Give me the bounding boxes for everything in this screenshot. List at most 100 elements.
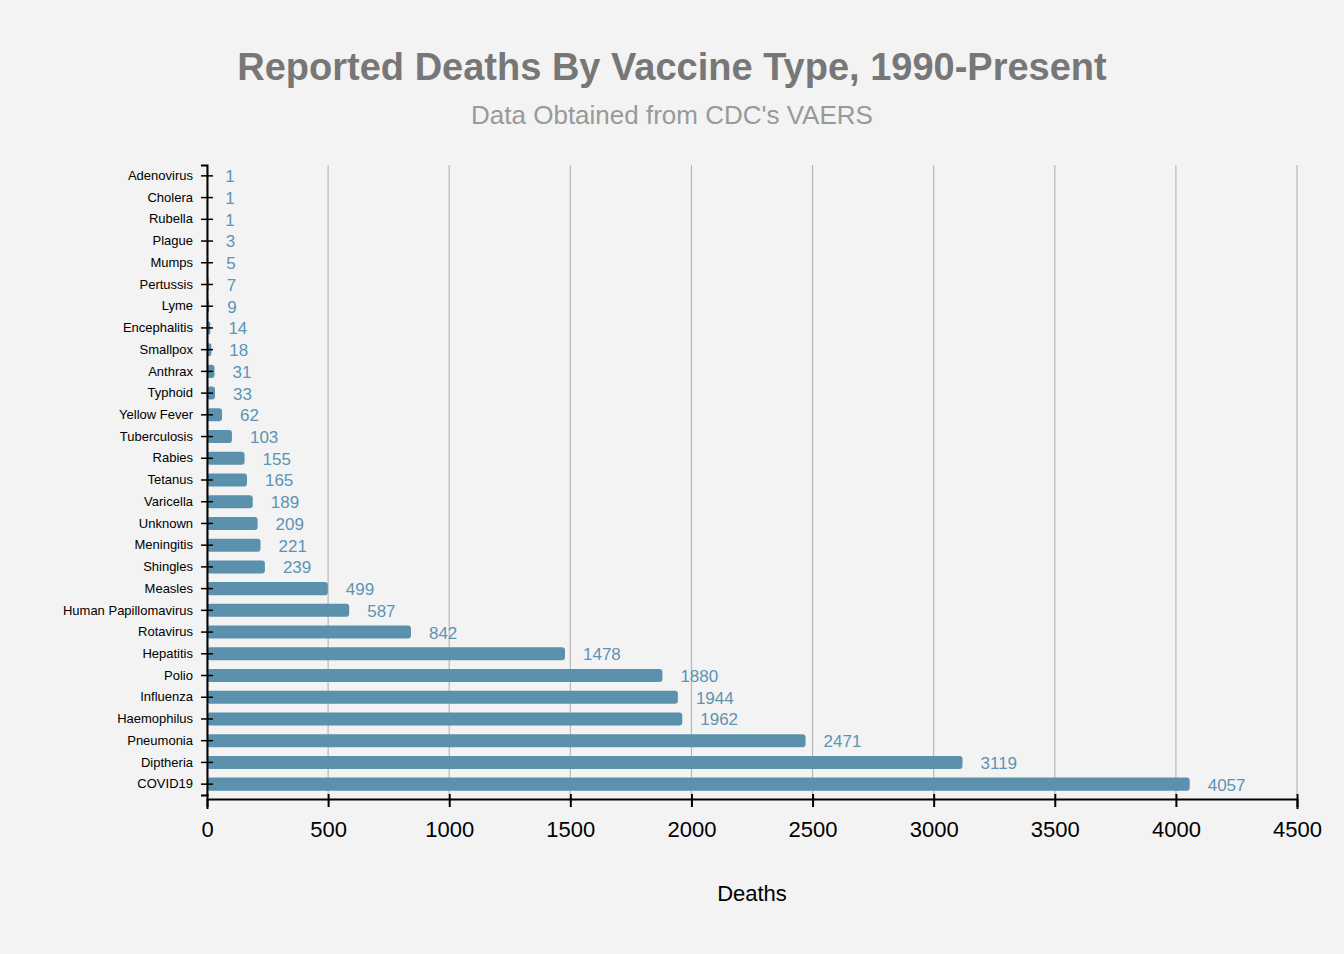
- x-tick-mark: [691, 794, 693, 807]
- data-label: 189: [271, 493, 299, 512]
- data-label: 3: [226, 232, 235, 251]
- y-tick-label: Varicella: [144, 494, 194, 509]
- y-tick-label: Lyme: [162, 298, 193, 313]
- x-tick: 1000: [425, 794, 474, 842]
- bar: [207, 669, 662, 682]
- x-tick: 4000: [1152, 794, 1201, 842]
- y-tick: Hepatitis: [142, 646, 213, 661]
- y-tick: Cholera: [147, 190, 213, 205]
- bar: [207, 560, 265, 573]
- y-tick: COVID19: [137, 776, 213, 791]
- y-tick-mark: [201, 762, 213, 764]
- y-tick-label: Typhoid: [147, 385, 193, 400]
- data-label: 1: [225, 211, 234, 230]
- x-tick-label: 4000: [1152, 817, 1201, 842]
- y-tick-mark: [201, 479, 213, 481]
- x-tick-mark: [570, 794, 572, 807]
- data-label: 1962: [700, 710, 738, 729]
- y-tick-label: Hepatitis: [142, 646, 193, 661]
- title: Reported Deaths By Vaccine Type, 1990-Pr…: [237, 46, 1107, 88]
- y-tick: Typhoid: [147, 385, 213, 400]
- y-tick-label: Unknown: [139, 516, 193, 531]
- grid-line: [691, 165, 692, 795]
- y-tick-label: Encephalitis: [123, 320, 194, 335]
- x-tick: 2000: [667, 794, 716, 842]
- y-tick-mark: [201, 740, 213, 742]
- data-label: 1944: [696, 689, 734, 708]
- y-tick-mark: [201, 284, 213, 286]
- data-label: 587: [367, 602, 395, 621]
- grid-line: [933, 165, 934, 795]
- bar: [207, 778, 1190, 791]
- y-tick: Plague: [153, 233, 213, 248]
- data-label: 155: [263, 450, 291, 469]
- y-tick-label: Cholera: [147, 190, 193, 205]
- x-tick-label: 3500: [1031, 817, 1080, 842]
- y-tick-mark: [201, 718, 213, 720]
- chart: Reported Deaths By Vaccine Type, 1990-Pr…: [0, 0, 1344, 954]
- y-tick-mark: [201, 240, 213, 242]
- y-tick-mark: [201, 436, 213, 438]
- bar: [207, 604, 349, 617]
- y-tick-mark: [201, 371, 213, 373]
- y-tick: Rubella: [149, 211, 213, 226]
- y-tick: Haemophilus: [117, 711, 213, 726]
- x-tick: 3000: [910, 794, 959, 842]
- y-tick-label: Rabies: [153, 450, 194, 465]
- x-tick: 4500: [1273, 794, 1322, 842]
- y-tick: Rabies: [153, 450, 213, 465]
- y-tick-label: Shingles: [143, 559, 193, 574]
- y-tick-label: Plague: [153, 233, 193, 248]
- x-tick-label: 3000: [910, 817, 959, 842]
- y-tick-label: Mumps: [150, 255, 193, 270]
- y-tick-mark: [201, 544, 213, 546]
- y-tick-label: Smallpox: [140, 342, 194, 357]
- x-axis-line: [208, 800, 1298, 810]
- grid: [207, 165, 1297, 795]
- y-tick-label: Human Papillomavirus: [63, 603, 194, 618]
- bar: [207, 647, 565, 660]
- y-tick: Measles: [145, 581, 213, 596]
- data-label: 209: [276, 515, 304, 534]
- y-tick-label: Tuberculosis: [120, 429, 194, 444]
- bars: [207, 169, 1190, 790]
- y-tick-mark: [201, 262, 213, 264]
- y-tick-mark: [201, 349, 213, 351]
- bar: [207, 539, 261, 552]
- y-tick-mark: [201, 197, 213, 199]
- y-tick-label: Tetanus: [147, 472, 193, 487]
- y-tick-label: Pneumonia: [127, 733, 194, 748]
- y-tick: Pneumonia: [127, 733, 213, 748]
- x-axis: 050010001500200025003000350040004500: [201, 794, 1322, 842]
- x-tick-label: 2000: [667, 817, 716, 842]
- background: [0, 0, 1344, 954]
- y-tick: Encephalitis: [123, 320, 213, 335]
- data-label: 165: [265, 471, 293, 490]
- bar: [207, 626, 411, 639]
- y-tick: Rotavirus: [138, 624, 213, 639]
- x-tick-label: 1000: [425, 817, 474, 842]
- x-tick-label: 2500: [789, 817, 838, 842]
- data-label: 4057: [1208, 776, 1246, 795]
- y-tick-label: Pertussis: [140, 277, 194, 292]
- data-label: 33: [233, 385, 252, 404]
- y-tick: Human Papillomavirus: [63, 603, 213, 618]
- x-tick-label: 4500: [1273, 817, 1322, 842]
- data-label: 9: [227, 298, 236, 317]
- y-tick-mark: [201, 523, 213, 525]
- x-tick-mark: [812, 794, 814, 807]
- data-label: 1: [225, 167, 234, 186]
- x-tick-mark: [1175, 794, 1177, 807]
- bar: [207, 712, 682, 725]
- y-tick: Tuberculosis: [120, 429, 213, 444]
- data-labels: 1113579141831336210315516518920922123949…: [225, 167, 1245, 794]
- bar: [207, 734, 806, 747]
- grid-line: [1054, 165, 1055, 795]
- x-tick: 0: [201, 794, 213, 842]
- grid-line: [1175, 165, 1176, 795]
- y-tick-label: Influenza: [140, 689, 194, 704]
- y-tick: Shingles: [143, 559, 213, 574]
- bar: [207, 756, 962, 769]
- x-tick: 500: [310, 794, 347, 842]
- y-tick-mark: [201, 219, 213, 221]
